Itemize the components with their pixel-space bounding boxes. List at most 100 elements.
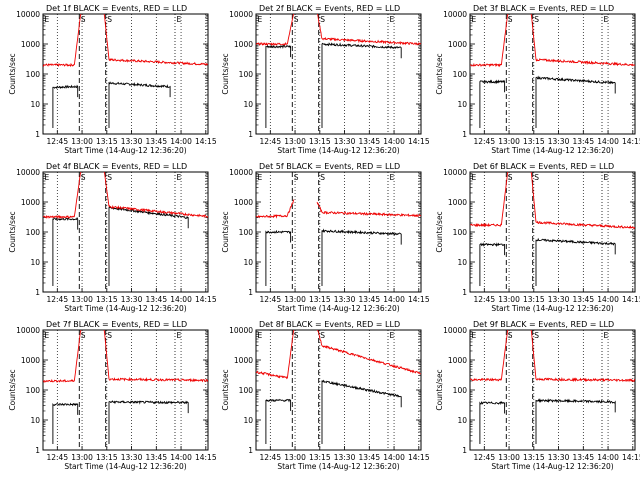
lld-line-segment	[73, 14, 82, 66]
plot-data	[256, 330, 421, 444]
y-tick-label: 10	[457, 416, 467, 425]
events-line-segment	[479, 242, 506, 286]
x-tick-label: 13:30	[121, 453, 143, 462]
plot-title: Det 6f BLACK = Events, RED = LLD	[473, 162, 614, 171]
events-line-segment	[265, 398, 292, 444]
x-tick-label: 14:00	[383, 137, 405, 146]
events-line-segment	[265, 44, 292, 128]
plot-title: Det 5f BLACK = Events, RED = LLD	[259, 162, 400, 171]
x-tick-label: 13:00	[71, 295, 93, 304]
y-tick-label: 100	[239, 70, 254, 79]
x-tick-label: 12:45	[46, 137, 68, 146]
plot-data	[43, 330, 208, 444]
lld-line-segment	[316, 14, 323, 39]
marker-label: S	[107, 331, 112, 340]
y-tick-label: 1	[462, 446, 467, 455]
x-tick-label: 13:45	[358, 137, 380, 146]
y-tick-label: 1000	[21, 198, 40, 207]
x-tick-label: 13:15	[523, 137, 545, 146]
y-tick-label: 10	[30, 416, 40, 425]
x-tick-label: 13:00	[284, 295, 306, 304]
marker-label: E	[604, 331, 609, 340]
y-tick-label: 10	[243, 100, 253, 109]
plot-frame	[42, 329, 209, 451]
x-tick-label: 13:45	[145, 453, 167, 462]
marker-label: E	[177, 331, 182, 340]
x-axis-label: Start Time (14-Aug-12 12:36:20)	[277, 304, 399, 313]
y-axis-label: Counts/sec	[435, 53, 444, 94]
y-tick-label: 1000	[448, 198, 467, 207]
events-line-segment	[321, 379, 402, 444]
x-tick-label: 13:15	[523, 453, 545, 462]
x-axis-label: Start Time (14-Aug-12 12:36:20)	[491, 146, 613, 155]
x-tick-label: 12:45	[473, 453, 495, 462]
x-tick-label: 14:15	[622, 137, 640, 146]
x-tick-label: 13:30	[334, 137, 356, 146]
lld-line-segment	[500, 172, 509, 226]
x-tick-label: 13:45	[145, 137, 167, 146]
y-tick-label: 10	[243, 258, 253, 267]
x-tick-label: 14:15	[408, 295, 430, 304]
events-line-segment	[108, 205, 189, 286]
y-tick-label: 10	[30, 100, 40, 109]
y-tick-label: 1000	[21, 40, 40, 49]
plot-frame	[469, 171, 636, 293]
plot-frame	[469, 13, 636, 135]
x-tick-label: 14:00	[170, 137, 192, 146]
lld-line-segment	[535, 220, 635, 230]
y-tick-label: 1	[248, 130, 253, 139]
x-tick-label: 14:15	[408, 453, 430, 462]
y-tick-label: 1000	[234, 40, 253, 49]
detector-plot-3: Det 3f BLACK = Events, RED = LLD 12:45 13:…	[435, 4, 640, 155]
x-tick-label: 12:45	[473, 137, 495, 146]
marker-label: E	[177, 15, 182, 24]
plot-title: Det 1f BLACK = Events, RED = LLD	[46, 4, 187, 13]
lld-line-segment	[470, 62, 502, 68]
plot-title: Det 3f BLACK = Events, RED = LLD	[473, 4, 614, 13]
plot-frame	[42, 171, 209, 293]
lld-line-segment	[256, 370, 288, 380]
y-tick-label: 1	[462, 288, 467, 297]
plot-data	[256, 199, 421, 286]
x-tick-label: 14:00	[597, 137, 619, 146]
events-line-segment	[321, 228, 402, 286]
y-tick-label: 1	[248, 288, 253, 297]
x-tick-label: 14:00	[383, 295, 405, 304]
plot-data	[470, 14, 635, 128]
x-tick-label: 13:45	[358, 453, 380, 462]
marker-label: S	[294, 173, 299, 182]
x-tick-label: 13:00	[71, 137, 93, 146]
y-tick-label: 100	[26, 228, 41, 237]
x-tick-label: 14:00	[597, 295, 619, 304]
x-tick-label: 13:00	[498, 295, 520, 304]
x-axis-label: Start Time (14-Aug-12 12:36:20)	[491, 462, 613, 471]
y-tick-label: 10	[30, 258, 40, 267]
y-tick-label: 10000	[16, 10, 40, 19]
x-tick-label: 14:15	[408, 137, 430, 146]
y-tick-label: 10000	[229, 326, 253, 335]
x-tick-label: 13:15	[309, 453, 331, 462]
marker-label: E	[45, 15, 50, 24]
lld-line-segment	[500, 330, 509, 380]
x-axis-label: Start Time (14-Aug-12 12:36:20)	[64, 304, 186, 313]
marker-label: E	[45, 173, 50, 182]
y-tick-label: 100	[453, 228, 468, 237]
events-line-segment	[265, 229, 292, 286]
lld-line-segment	[43, 214, 75, 219]
lld-line-segment	[73, 330, 82, 382]
y-tick-label: 1000	[448, 356, 467, 365]
y-tick-label: 1000	[448, 40, 467, 49]
marker-label: E	[390, 173, 395, 182]
x-axis-label: Start Time (14-Aug-12 12:36:20)	[491, 304, 613, 313]
marker-label: S	[320, 331, 325, 340]
y-tick-label: 10000	[229, 10, 253, 19]
plot-title: Det 8f BLACK = Events, RED = LLD	[259, 320, 400, 329]
x-tick-label: 13:30	[121, 137, 143, 146]
events-line-segment	[479, 79, 506, 128]
